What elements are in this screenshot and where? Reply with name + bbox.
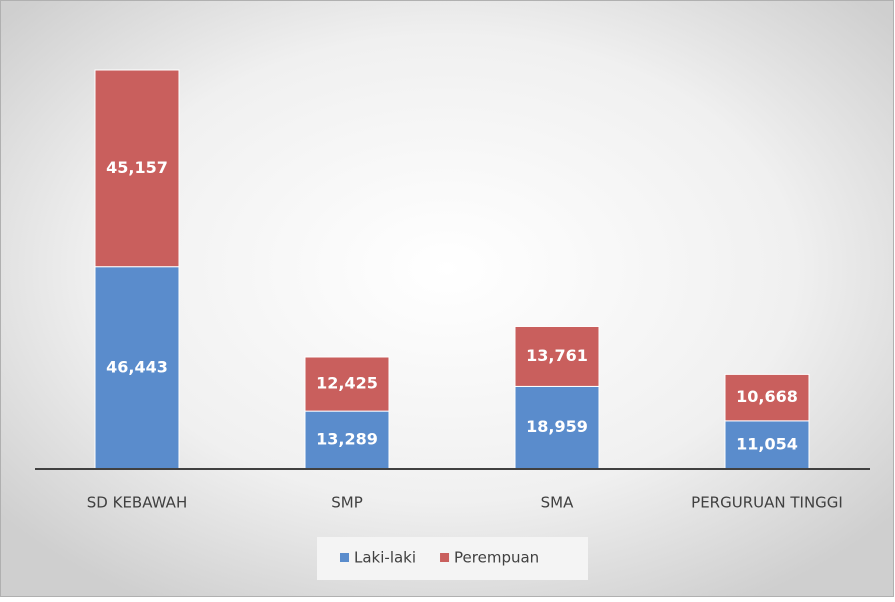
x-tick-label: SD KEBAWAH — [87, 494, 187, 512]
data-label: 12,425 — [316, 374, 378, 393]
bar-segment — [724, 420, 810, 470]
data-label: 13,761 — [526, 346, 588, 365]
data-label: 46,443 — [106, 357, 168, 376]
legend-swatch — [340, 553, 349, 562]
legend-label: Perempuan — [454, 549, 539, 567]
x-tick-label: PERGURUAN TINGGI — [691, 494, 843, 512]
legend-label: Laki-laki — [354, 549, 416, 567]
bar-segment — [514, 325, 600, 387]
data-label: 13,289 — [316, 430, 378, 449]
data-label: 18,959 — [526, 417, 588, 436]
bar-segment — [304, 356, 390, 412]
data-label: 11,054 — [736, 434, 798, 453]
bar-segment — [724, 373, 810, 422]
legend-swatch — [440, 553, 450, 562]
data-label: 10,668 — [736, 387, 798, 406]
x-tick-label: SMP — [331, 494, 363, 512]
data-label: 45,157 — [106, 158, 168, 177]
bar-segment — [94, 69, 180, 268]
x-tick-label: SMA — [541, 494, 574, 512]
legend-box — [317, 537, 588, 580]
